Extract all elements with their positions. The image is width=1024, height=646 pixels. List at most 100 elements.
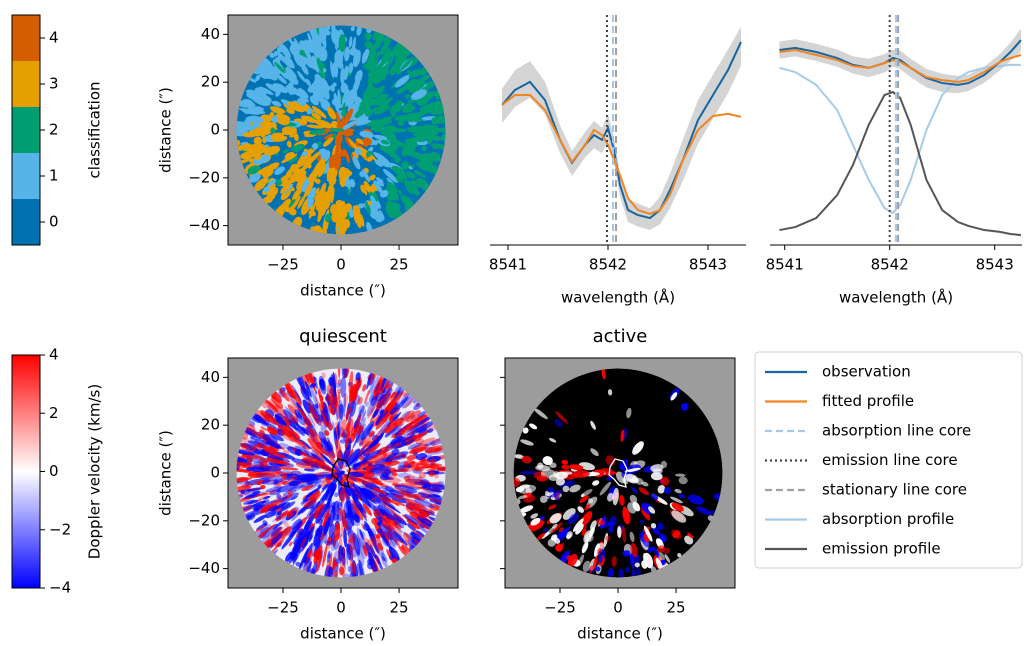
map-texture: [406, 183, 417, 194]
map-texture: [371, 518, 378, 526]
map-texture: [290, 163, 300, 173]
map-texture: [314, 389, 318, 395]
map-texture: [339, 488, 346, 504]
map-texture: [254, 414, 263, 422]
map-texture: [335, 112, 341, 125]
map-texture: [427, 428, 434, 433]
map-texture: [298, 550, 309, 572]
map-texture: [313, 548, 321, 565]
map-texture: [297, 506, 307, 515]
map-texture: [368, 93, 384, 107]
map-texture: [393, 538, 401, 546]
map-texture: [339, 463, 346, 469]
map-texture: [533, 407, 548, 420]
map-texture: [378, 486, 392, 492]
map-texture: [547, 486, 555, 493]
map-texture: [530, 513, 539, 519]
map-texture: [397, 120, 405, 127]
map-texture: [287, 101, 305, 113]
map-texture: [318, 431, 328, 445]
map-texture: [392, 472, 398, 477]
map-texture: [297, 70, 306, 83]
colorbar-label: Doppler velocity (km/s): [86, 384, 104, 559]
map-texture: [253, 443, 262, 451]
map-texture: [385, 383, 391, 390]
map-texture: [318, 387, 325, 408]
map-texture: [276, 493, 282, 499]
map-texture: [288, 156, 298, 164]
map-texture: [261, 57, 275, 70]
map-texture: [648, 506, 656, 514]
map-texture: [362, 384, 367, 392]
map-texture: [392, 517, 405, 529]
map-texture: [351, 561, 356, 576]
map-texture: [337, 377, 342, 387]
map-texture: [598, 555, 603, 564]
map-texture: [580, 511, 593, 527]
map-texture: [288, 445, 299, 452]
map-texture: [236, 121, 245, 125]
map-texture: [364, 389, 370, 405]
map-texture: [244, 424, 256, 433]
map-texture: [366, 150, 372, 157]
map-texture: [362, 137, 372, 146]
map-texture: [286, 381, 293, 391]
map-texture: [320, 437, 331, 454]
map-texture: [383, 501, 401, 514]
map-texture: [274, 50, 279, 55]
map-texture: [641, 481, 649, 487]
map-texture: [331, 28, 340, 45]
map-texture: [369, 438, 380, 448]
map-texture: [401, 147, 410, 157]
map-texture: [279, 501, 296, 513]
map-texture: [413, 481, 431, 486]
map-texture: [549, 513, 562, 524]
map-texture: [340, 525, 344, 538]
map-texture: [387, 193, 395, 201]
map-texture: [430, 458, 437, 466]
map-texture: [670, 392, 678, 401]
map-texture: [356, 25, 362, 36]
map-texture: [415, 530, 427, 539]
map-texture: [275, 470, 282, 474]
map-texture: [375, 50, 381, 58]
map-texture: [390, 435, 404, 446]
map-texture: [381, 471, 389, 478]
map-texture: [328, 505, 336, 527]
map-texture: [390, 140, 404, 147]
map-texture: [267, 405, 284, 421]
map-texture: [360, 560, 366, 578]
map-texture: [251, 431, 257, 436]
map-texture: [327, 106, 337, 120]
map-texture: [380, 116, 394, 121]
map-texture: [671, 510, 687, 523]
map-texture: [310, 386, 319, 409]
map-texture: [236, 456, 248, 462]
x-tick-label: 8543: [976, 256, 1014, 274]
map-texture: [335, 382, 341, 389]
map-texture: [419, 437, 436, 445]
map-texture: [286, 512, 294, 518]
map-texture: [351, 493, 358, 504]
map-texture: [343, 553, 346, 569]
map-texture: [404, 138, 417, 145]
map-texture: [313, 479, 322, 485]
map-texture: [363, 523, 370, 531]
solar-disk: [236, 25, 446, 235]
map-texture: [369, 207, 379, 220]
map-texture: [357, 379, 362, 389]
map-texture: [373, 134, 388, 140]
x-tick-label: 25: [390, 256, 409, 274]
map-texture: [259, 429, 265, 434]
map-texture: [391, 427, 402, 436]
y-tick-label: −4: [49, 579, 71, 597]
map-texture: [243, 470, 252, 474]
map-texture: [260, 524, 272, 534]
map-texture: [409, 164, 415, 168]
map-texture: [287, 489, 293, 496]
map-texture: [254, 438, 269, 446]
map-texture: [260, 420, 268, 427]
x-axis-label: wavelength (Å): [561, 288, 675, 307]
map-texture: [264, 401, 278, 414]
map-texture: [373, 180, 383, 194]
